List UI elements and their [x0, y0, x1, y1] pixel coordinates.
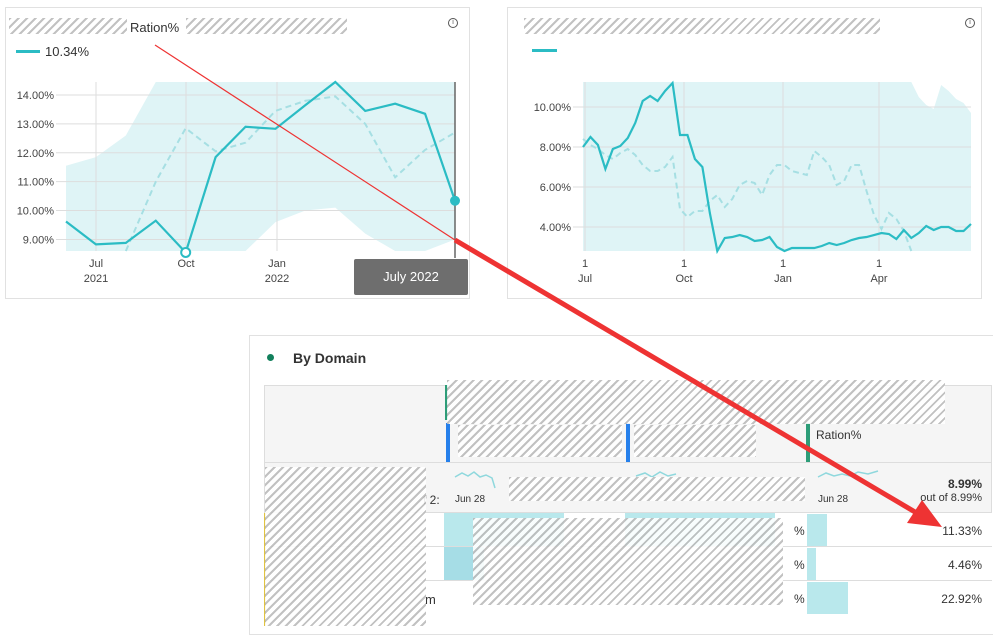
info-icon[interactable]: i: [448, 18, 458, 28]
y-tick-label: 12.00%: [17, 148, 55, 160]
metric-bar: [807, 582, 849, 614]
row-value: 4.46%: [947, 558, 982, 572]
info-icon[interactable]: i: [965, 18, 975, 28]
left-line-chart[interactable]: 14.00% 13.00% 12.00% 11.00% 10.00% 9.00% Jul 20…: [0, 0, 490, 310]
expected-series-line: [124, 95, 456, 252]
actual-series-line: [582, 80, 972, 255]
legend-swatch: [16, 50, 40, 53]
metric-bar: [807, 548, 816, 580]
x-tick-label: 1: [681, 258, 687, 270]
pct-fragment: %: [794, 524, 805, 538]
x-tick-label: Jan: [774, 273, 792, 285]
column-marker[interactable]: [445, 385, 448, 420]
x-tick-label: 2021: [84, 273, 108, 285]
redacted-header: [634, 425, 756, 457]
redacted-header: [458, 425, 622, 457]
x-tick-label: 1: [582, 258, 588, 270]
selected-point: [450, 195, 460, 206]
row-value: 11.33%: [942, 524, 982, 538]
x-tick-label: Oct: [675, 273, 692, 285]
x-tick-label: Jul: [578, 273, 592, 285]
sparkline: [817, 470, 879, 478]
x-tick-label: 2022: [265, 273, 289, 285]
legend-value: 10.34%: [45, 44, 90, 59]
chart-title: Ration%: [130, 20, 180, 35]
x-tick-label: Oct: [177, 258, 194, 270]
y-tick-label: 6.00%: [540, 182, 571, 194]
y-tick-label: 4.00%: [540, 222, 571, 234]
metric-column-header[interactable]: Ration%: [816, 428, 862, 442]
right-line-chart[interactable]: 10.00% 8.00% 6.00% 4.00% 1 Jul 1 Oct 1 Jan 1 Apr: [0, 0, 993, 310]
sparkline: [635, 471, 677, 478]
y-tick-label: 8.00%: [540, 142, 571, 154]
header-divider: [264, 462, 992, 463]
column-marker[interactable]: [806, 423, 810, 462]
redacted-title: [9, 18, 127, 34]
y-tick-label: 9.00%: [23, 234, 54, 246]
redacted-title: [524, 18, 880, 34]
sparkline-date: Jun 28: [455, 494, 486, 505]
y-tick-label: 11.00%: [18, 177, 55, 189]
y-tick-label: 10.00%: [534, 102, 572, 114]
tooltip-date: July 2022: [354, 259, 468, 295]
pct-fragment: %: [794, 592, 805, 606]
sparkline-date: Jun 28: [818, 494, 849, 505]
y-tick-label: 13.00%: [17, 119, 55, 131]
total-subtext: out of 8.99%: [920, 492, 982, 504]
metric-bar: [807, 514, 827, 546]
redacted-cell: [265, 467, 426, 626]
redacted-cell: [473, 518, 783, 605]
column-marker[interactable]: [446, 423, 450, 462]
redacted-cell: [509, 477, 805, 501]
x-tick-label: 1: [780, 258, 786, 270]
redacted-title: [186, 18, 347, 34]
row-value: 22.92%: [941, 592, 982, 606]
expected-series-line: [582, 138, 913, 252]
total-value: 8.99%: [947, 477, 982, 491]
y-tick-label: 10.00%: [17, 206, 55, 218]
x-tick-label: Jan: [268, 258, 286, 270]
redacted-header: [447, 380, 945, 424]
pct-fragment: %: [794, 558, 805, 572]
legend-swatch: [532, 49, 557, 52]
sparkline: [454, 471, 496, 489]
x-tick-label: Jul: [89, 258, 103, 270]
column-marker[interactable]: [626, 423, 630, 462]
actual-series-line: [65, 80, 457, 255]
x-tick-label: 1: [876, 258, 882, 270]
x-tick-label: Apr: [870, 273, 887, 285]
status-dot: [267, 354, 274, 361]
row-fragment-header: f 2:: [423, 493, 440, 507]
panel-title: By Domain: [293, 350, 367, 366]
anomaly-point: [180, 246, 192, 258]
y-tick-label: 14.00%: [17, 90, 55, 102]
row-label[interactable]: m: [425, 592, 436, 607]
